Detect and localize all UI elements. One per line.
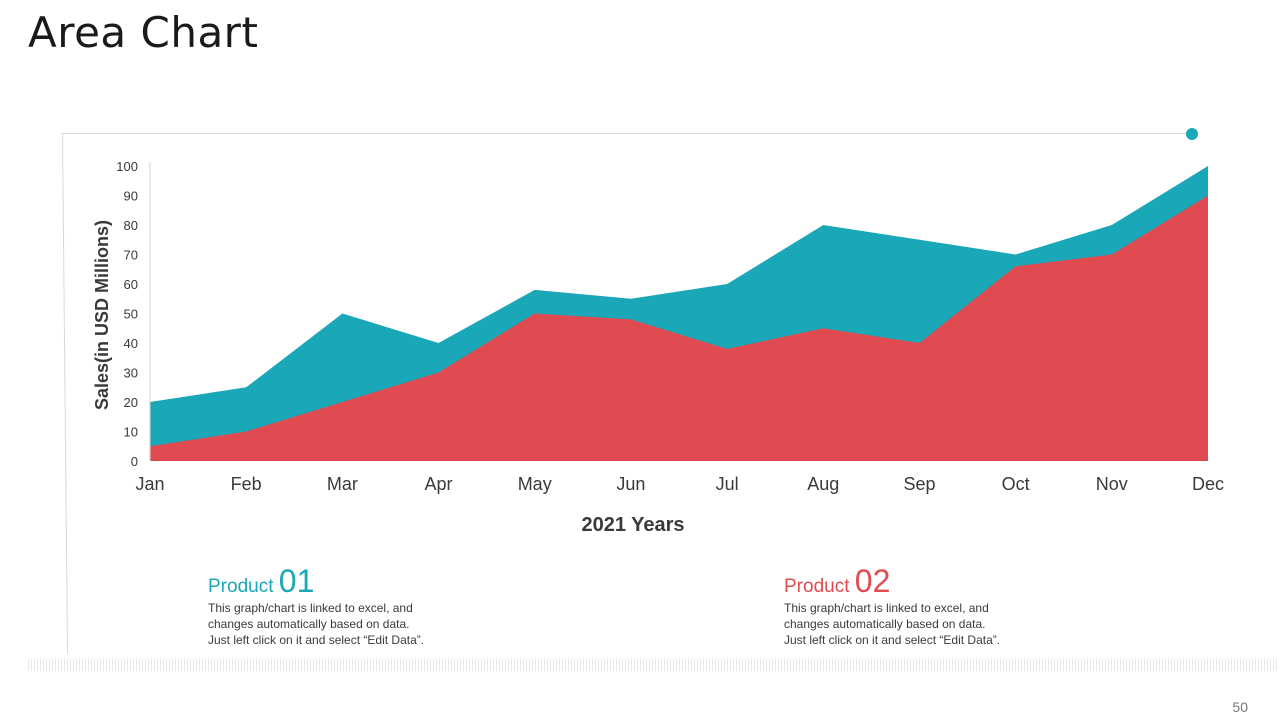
product-01-number: 01	[278, 563, 315, 599]
product-02-desc-line: Just left click on it and select “Edit D…	[784, 633, 1001, 647]
y-tick-label: 50	[124, 307, 138, 322]
slide-title: Area Chart	[28, 8, 259, 57]
frame-top-line	[62, 133, 1192, 134]
y-tick-label: 10	[124, 425, 138, 440]
y-tick-label: 20	[124, 395, 138, 410]
product-02-desc-line: changes automatically based on data.	[784, 617, 986, 631]
footer-hatch-band	[28, 659, 1278, 671]
product-02-description: This graph/chart is linked to excel, and…	[784, 600, 1084, 648]
y-tick-labels: 0 10 20 30 40 50 60 70 80 90 100	[116, 159, 138, 469]
product-01-desc-line: This graph/chart is linked to excel, and	[208, 601, 413, 615]
y-tick-label: 70	[124, 248, 138, 263]
x-tick-label: Sep	[903, 474, 935, 494]
product-01-block: Product 01 This graph/chart is linked to…	[208, 562, 508, 648]
x-tick-label: Oct	[1002, 474, 1030, 494]
series-areas	[150, 166, 1208, 461]
y-tick-label: 100	[116, 159, 138, 174]
x-tick-label: Jan	[135, 474, 164, 494]
y-axis-label: Sales(in USD Millions)	[92, 220, 112, 410]
product-02-number: 02	[854, 563, 891, 599]
y-tick-label: 30	[124, 366, 138, 381]
x-tick-label: Mar	[327, 474, 358, 494]
x-tick-labels: Jan Feb Mar Apr May Jun Jul Aug Sep Oct Nov Dec	[135, 474, 1224, 494]
product-02-heading: Product 02	[784, 562, 1084, 600]
product-01-heading: Product 01	[208, 562, 508, 600]
x-tick-label: Feb	[231, 474, 262, 494]
y-tick-label: 80	[124, 218, 138, 233]
y-tick-label: 90	[124, 189, 138, 204]
x-tick-label: Jun	[616, 474, 645, 494]
product-01-label: Product	[208, 576, 274, 597]
area-chart: 0 10 20 30 40 50 60 70 80 90 100 Jan Feb Mar Apr May Ju…	[92, 159, 1224, 536]
product-01-desc-line: Just left click on it and select “Edit D…	[208, 633, 425, 647]
y-tick-label: 0	[131, 454, 138, 469]
frame-accent-dot	[1186, 128, 1198, 140]
product-02-desc-line: This graph/chart is linked to excel, and	[784, 601, 989, 615]
series-2-area	[150, 195, 1208, 461]
product-01-desc-line: changes automatically based on data.	[208, 617, 410, 631]
x-axis-label: 2021 Years	[581, 514, 684, 536]
x-tick-label: May	[518, 474, 552, 494]
product-01-description: This graph/chart is linked to excel, and…	[208, 600, 508, 648]
x-tick-label: Apr	[424, 474, 452, 494]
x-tick-label: Dec	[1192, 474, 1224, 494]
product-02-label: Product	[784, 576, 850, 597]
x-tick-label: Aug	[807, 474, 839, 494]
y-tick-label: 40	[124, 336, 138, 351]
x-tick-label: Nov	[1096, 474, 1128, 494]
y-tick-label: 60	[124, 277, 138, 292]
page-number: 50	[1232, 699, 1248, 715]
x-tick-label: Jul	[716, 474, 739, 494]
product-02-block: Product 02 This graph/chart is linked to…	[784, 562, 1084, 648]
